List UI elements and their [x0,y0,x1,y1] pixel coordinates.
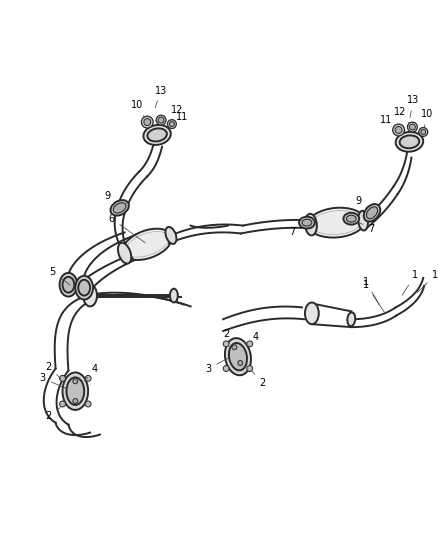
Ellipse shape [223,341,229,347]
Ellipse shape [83,285,97,306]
Ellipse shape [343,213,359,224]
Ellipse shape [158,117,164,123]
Ellipse shape [170,122,174,126]
Text: 4: 4 [84,364,98,381]
Ellipse shape [299,217,315,229]
Text: 11: 11 [380,115,399,130]
Ellipse shape [110,200,129,216]
Ellipse shape [347,312,355,326]
Text: 9: 9 [105,191,118,206]
Ellipse shape [144,119,151,126]
Ellipse shape [170,289,178,302]
Ellipse shape [305,302,319,324]
Text: 13: 13 [155,86,167,108]
Text: 2: 2 [223,329,234,344]
Ellipse shape [85,375,91,381]
Text: 1: 1 [417,270,438,293]
Ellipse shape [60,375,65,381]
Text: 2: 2 [46,361,60,378]
Text: 3: 3 [205,358,229,374]
Text: 2: 2 [251,370,266,389]
Ellipse shape [302,219,312,226]
Ellipse shape [364,204,380,222]
Ellipse shape [399,135,419,148]
Ellipse shape [421,130,426,134]
Ellipse shape [60,273,77,296]
Ellipse shape [123,229,172,260]
Ellipse shape [229,343,247,370]
Ellipse shape [247,341,253,347]
Text: 2: 2 [46,408,60,421]
Ellipse shape [78,280,90,296]
Text: 3: 3 [40,374,68,389]
Text: 1: 1 [363,277,379,305]
Text: 12: 12 [394,107,411,125]
Ellipse shape [166,227,177,244]
Ellipse shape [410,124,415,130]
Ellipse shape [238,360,243,366]
Ellipse shape [67,377,84,405]
Ellipse shape [113,203,126,213]
Ellipse shape [232,345,237,350]
Ellipse shape [395,126,402,133]
Text: 13: 13 [407,95,420,117]
Text: 10: 10 [131,100,146,120]
Ellipse shape [141,116,153,128]
Ellipse shape [156,115,166,125]
Ellipse shape [167,119,177,128]
Ellipse shape [346,215,356,222]
Ellipse shape [247,366,253,372]
Ellipse shape [393,124,405,136]
Ellipse shape [85,401,91,407]
Ellipse shape [75,276,93,300]
Ellipse shape [396,132,423,152]
Text: 6: 6 [109,214,145,243]
Text: 10: 10 [421,109,433,129]
Ellipse shape [63,277,74,293]
Text: 7: 7 [354,220,374,233]
Ellipse shape [308,208,365,238]
Text: 1: 1 [402,270,418,295]
Ellipse shape [305,214,317,236]
Ellipse shape [63,373,88,410]
Ellipse shape [118,243,131,264]
Ellipse shape [367,207,378,219]
Text: 11: 11 [172,112,188,124]
Ellipse shape [73,399,78,403]
Text: 1: 1 [363,280,384,312]
Text: 5: 5 [49,267,70,285]
Ellipse shape [419,127,427,136]
Ellipse shape [225,338,251,375]
Ellipse shape [407,122,417,132]
Ellipse shape [73,379,78,384]
Text: 12: 12 [163,106,183,119]
Ellipse shape [358,211,368,230]
Ellipse shape [143,125,171,145]
Text: 7: 7 [289,224,304,238]
Ellipse shape [147,128,167,141]
Text: 9: 9 [355,196,370,211]
Text: 4: 4 [247,332,259,347]
Ellipse shape [223,366,229,372]
Ellipse shape [60,401,65,407]
